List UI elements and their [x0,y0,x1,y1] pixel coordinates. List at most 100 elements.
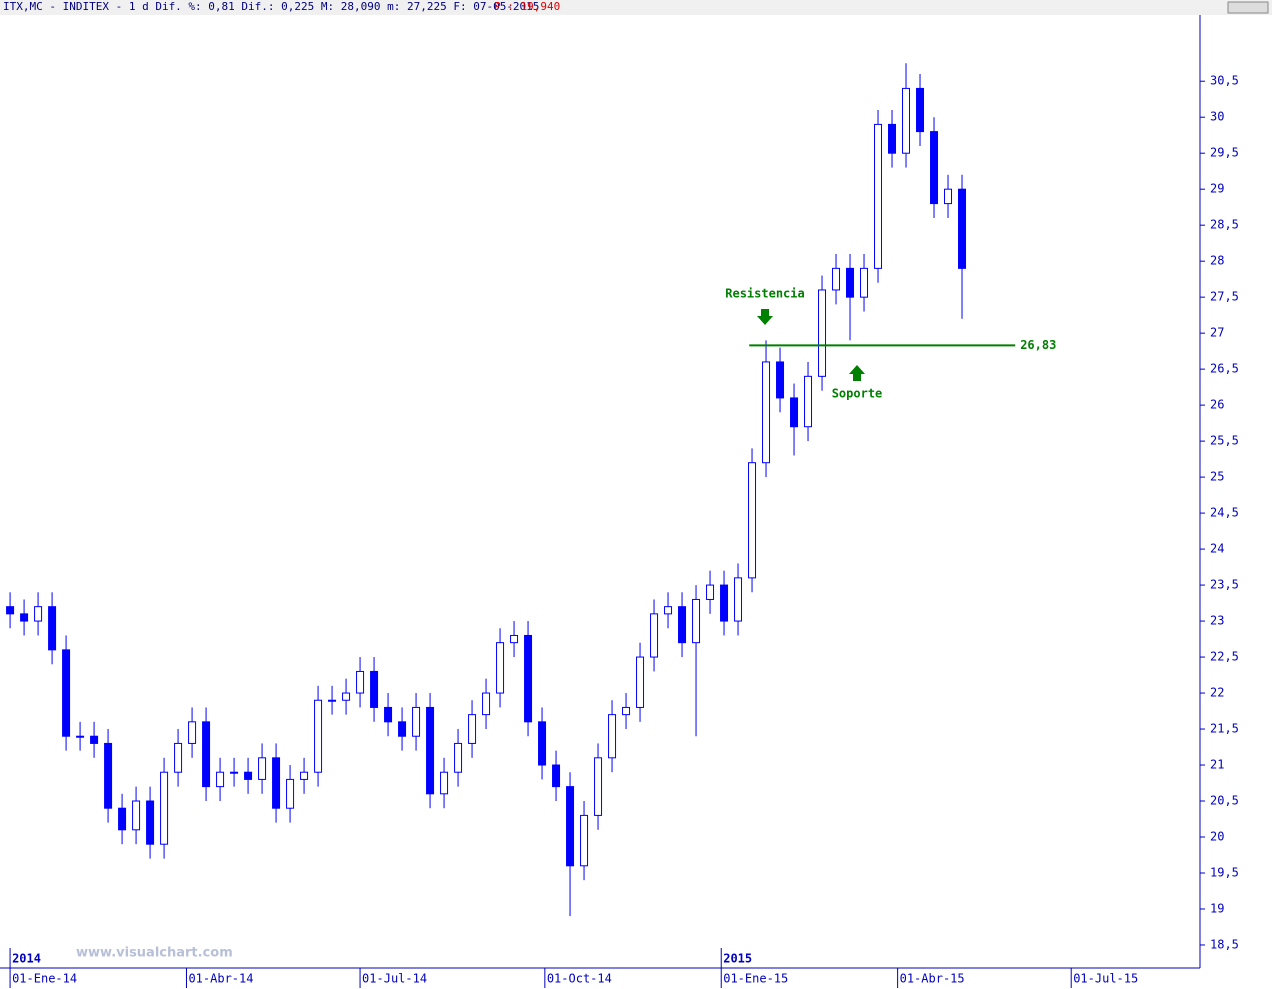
candle-body [244,771,253,780]
y-tick-label: 19,5 [1210,865,1239,879]
candle-body [874,123,883,269]
candle-body [118,807,127,831]
header-bar [0,0,1272,15]
candle-body [146,800,155,845]
y-tick-label: 27 [1210,326,1224,340]
candle-body [916,87,925,133]
candle-body [832,267,841,291]
candle-body [902,87,911,154]
candle-body [664,606,673,615]
candle-body [440,771,449,795]
candle-body [944,188,953,205]
candle-body [650,613,659,658]
annotation: Soporte [832,387,883,401]
candle-body [468,714,477,744]
candle-body [258,757,267,780]
year-label: 2015 [723,952,752,966]
candle-body [384,706,393,723]
y-tick-label: 24 [1210,542,1224,556]
header-text: ITX,MC - INDITEX - 1 d Dif. %: 0,81 Dif.… [3,0,539,13]
y-tick-label: 29,5 [1210,146,1239,160]
candle-body [62,649,71,737]
candle-body [748,462,757,579]
candle-body [846,267,855,298]
window-controls[interactable] [1227,1,1269,14]
y-tick-label: 25,5 [1210,434,1239,448]
candle-body [734,577,743,622]
y-tick-label: 20 [1210,829,1224,843]
candle-body [622,706,631,716]
candle-body [160,771,169,845]
y-tick-label: 28,5 [1210,218,1239,232]
candle-body [678,606,687,644]
y-tick-label: 22,5 [1210,650,1239,664]
candle-body [552,764,561,788]
y-tick-label: 21 [1210,758,1224,772]
candle-body [174,742,183,773]
candle-body [314,699,323,773]
annotation: Resistencia [725,287,804,301]
candle-body [104,742,113,809]
candle-body [412,706,421,737]
candle-body [804,375,813,428]
y-tick-label: 30 [1210,110,1224,124]
candle-body [720,584,729,622]
candle-body [692,598,701,644]
candle-body [90,735,99,744]
candle-body [818,289,827,377]
candle-body [524,634,533,723]
candle-body [538,721,547,766]
candle-body [608,714,617,759]
candle-body [958,188,967,269]
y-tick-label: 21,5 [1210,722,1239,736]
x-tick-label: 01-Ene-14 [12,972,77,986]
arrow-up [849,365,865,381]
y-tick-label: 27,5 [1210,290,1239,304]
candle-body [398,721,407,737]
y-tick-label: 26,5 [1210,362,1239,376]
candle-body [34,606,43,622]
candle-body [482,692,491,716]
y-tick-label: 19 [1210,901,1224,915]
candle-body [510,634,519,644]
candle-body [286,778,295,809]
candle-body [454,742,463,773]
candle-body [636,656,645,708]
y-tick-label: 29 [1210,182,1224,196]
candle-body [76,735,85,738]
x-tick-label: 01-Ene-15 [723,972,788,986]
x-tick-label: 01-Abr-14 [188,972,253,986]
candle-body [6,606,15,615]
candle-body [888,123,897,154]
candle-body [496,642,505,694]
candle-body [132,800,141,831]
y-tick-label: 28 [1210,254,1224,268]
level-label: 26,83 [1020,338,1056,352]
y-tick-label: 30,5 [1210,74,1239,88]
candle-body [594,757,603,816]
candle-body [370,670,379,708]
candle-body [202,721,211,788]
candle-body [48,606,57,651]
candle-body [706,584,715,600]
candle-body [762,361,771,464]
y-tick-label: 23,5 [1210,578,1239,592]
candle-body [216,771,225,788]
y-tick-label: 23 [1210,614,1224,628]
arrow-down [757,309,773,325]
candle-body [20,613,29,622]
candle-body [930,131,939,205]
watermark: www.visualchart.com [76,946,233,961]
x-tick-label: 01-Abr-15 [900,972,965,986]
candle-body [790,397,799,428]
candle-body [356,670,365,694]
candle-body [188,721,197,744]
candle-body [580,814,589,867]
y-tick-label: 26 [1210,398,1224,412]
y-tick-label: 18,5 [1210,937,1239,951]
candle-body [230,771,239,774]
candle-body [776,361,785,399]
x-tick-label: 01-Jul-14 [362,972,427,986]
year-label: 2014 [12,952,41,966]
